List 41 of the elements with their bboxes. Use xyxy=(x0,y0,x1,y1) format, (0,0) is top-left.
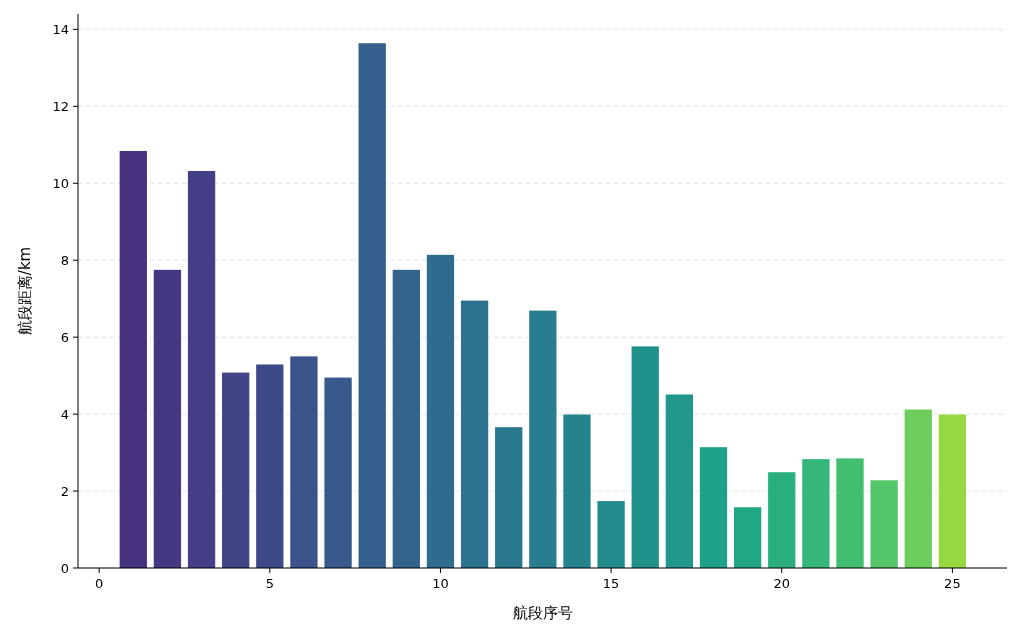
bar xyxy=(870,480,898,568)
bar xyxy=(699,447,728,568)
x-tick-label: 15 xyxy=(602,576,620,591)
bar xyxy=(153,269,182,568)
bar xyxy=(358,43,386,568)
y-axis-title: 航段距离/km xyxy=(16,246,34,336)
bar xyxy=(222,372,250,568)
y-tick-label: 12 xyxy=(52,98,69,114)
bar xyxy=(665,394,694,568)
bar xyxy=(324,377,352,568)
bar xyxy=(563,414,591,568)
bar xyxy=(904,409,932,568)
bar xyxy=(802,459,830,568)
y-tick-label: 14 xyxy=(52,21,69,37)
bar xyxy=(187,170,216,568)
y-tick-label: 4 xyxy=(60,406,69,422)
bar xyxy=(460,300,489,568)
y-tick-label: 8 xyxy=(60,252,69,268)
y-tick-label: 10 xyxy=(52,175,69,191)
bar xyxy=(495,427,523,568)
bar xyxy=(256,364,284,568)
bar xyxy=(631,346,659,568)
y-tick-label: 6 xyxy=(60,329,69,345)
bar xyxy=(290,356,318,568)
x-tick-label: 10 xyxy=(432,576,449,591)
bar xyxy=(529,310,557,568)
bar xyxy=(836,458,864,568)
bar xyxy=(392,269,420,568)
bar xyxy=(119,150,147,568)
bar xyxy=(426,254,455,568)
bar xyxy=(768,472,796,568)
y-tick-label: 0 xyxy=(60,560,69,576)
y-tick-label: 2 xyxy=(60,483,69,499)
x-axis-title: 航段序号 xyxy=(512,604,573,622)
bar xyxy=(938,414,967,568)
x-tick-label: 5 xyxy=(265,576,274,591)
x-tick-label: 0 xyxy=(95,576,104,591)
bar xyxy=(597,501,625,568)
bar xyxy=(733,507,762,568)
x-tick-label: 20 xyxy=(773,576,791,591)
x-tick-label: 25 xyxy=(944,576,961,591)
